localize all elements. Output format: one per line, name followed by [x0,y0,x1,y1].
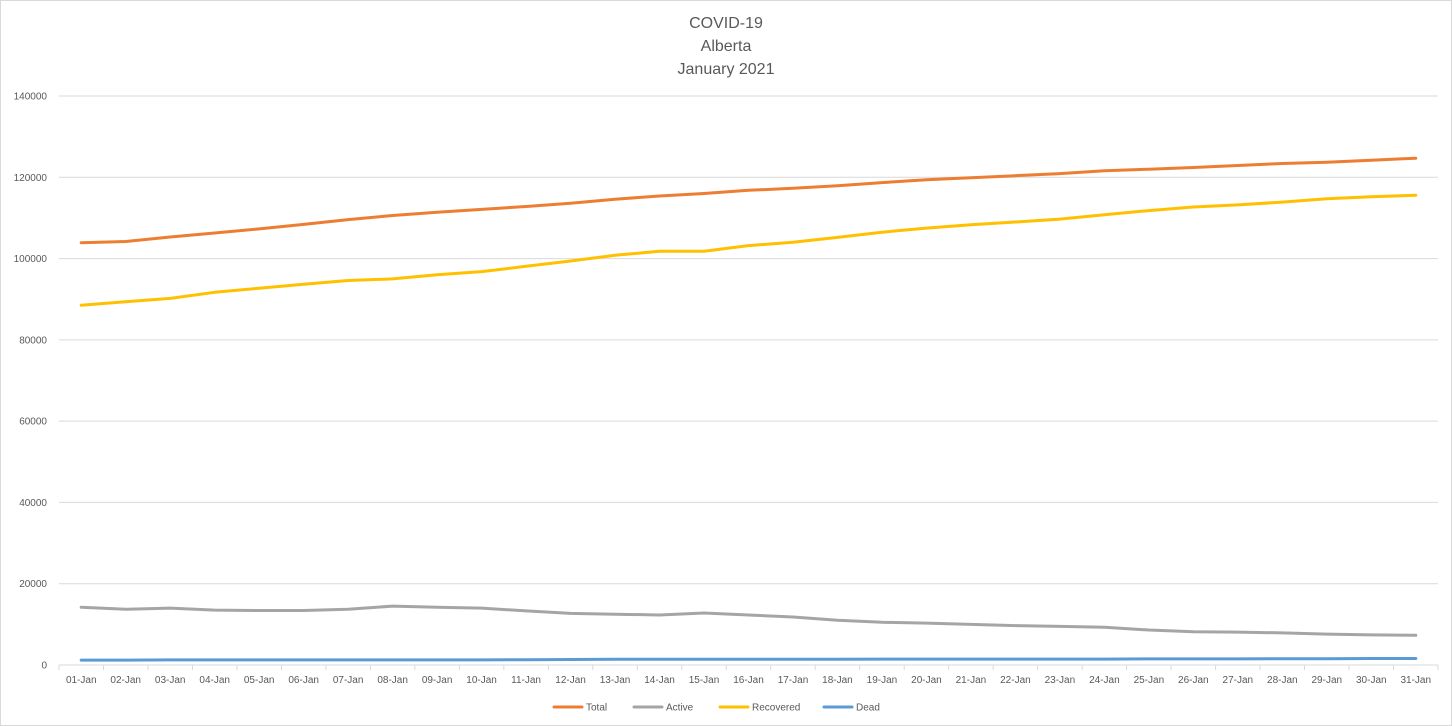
legend-label: Dead [856,703,880,714]
x-tick-label: 12-Jan [555,675,586,686]
legend-label: Total [586,703,607,714]
x-tick-label: 17-Jan [778,675,809,686]
series-line-dead [79,657,1418,662]
x-tick-label: 02-Jan [110,675,141,686]
x-tick-label: 21-Jan [956,675,987,686]
x-tick-label: 05-Jan [244,675,275,686]
series-line-total [79,156,1418,245]
x-tick-label: 16-Jan [733,675,764,686]
x-tick-label: 11-Jan [511,675,541,686]
x-tick-label: 08-Jan [377,675,408,686]
x-tick-label: 07-Jan [333,675,364,686]
x-tick-label: 18-Jan [822,675,853,686]
legend-item-total: Total [552,703,607,714]
x-tick-label: 23-Jan [1045,675,1076,686]
series-lines [79,156,1418,662]
title-line-1: COVID-19 [689,15,763,32]
gridlines [59,95,1438,666]
x-tick-label: 19-Jan [867,675,898,686]
x-tick-label: 26-Jan [1178,675,1209,686]
x-tick-label: 01-Jan [66,675,97,686]
x-tick-label: 29-Jan [1312,675,1343,686]
legend-label: Recovered [752,703,800,714]
series-line-recovered [79,193,1418,307]
x-tick-label: 03-Jan [155,675,186,686]
x-tick-label: 31-Jan [1400,675,1431,686]
x-tick-label: 06-Jan [288,675,319,686]
y-tick-label: 0 [41,661,47,672]
y-tick-label: 20000 [19,579,47,590]
y-tick-label: 120000 [14,173,48,184]
x-tick-label: 30-Jan [1356,675,1387,686]
y-tick-label: 60000 [19,417,47,428]
legend-item-active: Active [632,703,694,714]
y-tick-label: 100000 [14,254,48,265]
legend-item-recovered: Recovered [718,703,800,714]
x-tick-label: 24-Jan [1089,675,1120,686]
x-tick-label: 15-Jan [689,675,720,686]
x-tick-label: 28-Jan [1267,675,1298,686]
series-line-active [79,604,1418,637]
y-axis: 0 20000 40000 60000 80000 100000 120000 140000 [14,92,48,672]
x-tick-label: 04-Jan [199,675,230,686]
title-line-3: January 2021 [678,61,775,78]
x-tick-label: 25-Jan [1134,675,1165,686]
y-tick-label: 80000 [19,335,47,346]
x-tick-label: 13-Jan [600,675,631,686]
x-axis: 01-Jan 02-Jan 03-Jan 04-Jan 05-Jan 06-Jan 07-J… [58,665,1439,686]
legend-label: Active [666,703,694,714]
legend-item-dead: Dead [822,703,880,714]
title-line-2: Alberta [701,38,752,55]
x-tick-label: 09-Jan [422,675,453,686]
y-tick-label: 140000 [14,92,48,103]
x-tick-label: 22-Jan [1000,675,1031,686]
x-tick-label: 10-Jan [466,675,497,686]
chart-title: COVID-19 Alberta January 2021 [678,15,775,78]
x-tick-label: 14-Jan [644,675,675,686]
x-tick-label: 20-Jan [911,675,942,686]
legend: Total Active Recovered Dead [552,703,880,714]
x-tick-label: 27-Jan [1223,675,1254,686]
y-tick-label: 40000 [19,498,47,509]
